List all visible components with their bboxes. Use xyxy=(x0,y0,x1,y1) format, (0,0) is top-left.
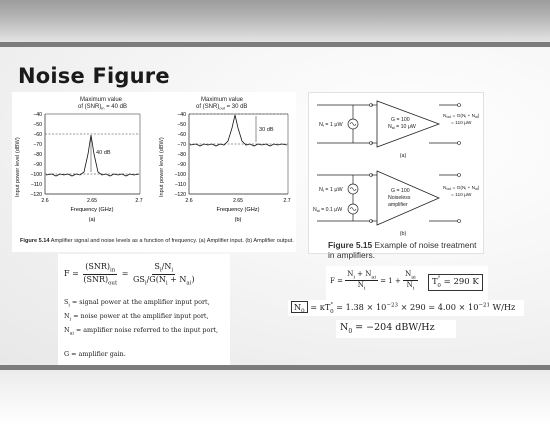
noise-ratio-num: Ni + Nai xyxy=(345,270,378,281)
figure-5-14-caption: Figure 5.14 Amplifier signal and noise l… xyxy=(20,238,310,245)
formula-equals: = 1 + xyxy=(380,277,401,285)
terminal-icon xyxy=(458,142,461,145)
panel-b-ytick: −120 xyxy=(174,192,186,198)
def-amplifier-noise: Nai = amplifier noise referred to the in… xyxy=(64,326,218,336)
snr-out: (SNR)out xyxy=(81,275,119,287)
diagram-a-sublabel: (a) xyxy=(400,153,407,159)
diagram-b: Ni = 1 μW Nai = 0.1 μW G = 100 Noiseless… xyxy=(313,171,480,237)
panel-b-ytick: −110 xyxy=(175,182,186,188)
panel-a-xtick: 2.7 xyxy=(135,198,142,204)
panel-a-sublabel: (a) xyxy=(89,217,96,223)
panel-a-header-line1: Maximum value xyxy=(80,97,123,103)
panel-a-xtick: 2.65 xyxy=(87,198,97,204)
terminal-icon xyxy=(458,174,461,177)
panel-b-ytick: −80 xyxy=(177,152,186,158)
noise-ratio: Ni + Nai Ni xyxy=(345,270,378,292)
reference-temperature: T°0 = 290 K xyxy=(428,274,483,291)
figure-5-15-diagram: Ni = 1 μW G = 100 Nai = 10 μW Nout = G(N… xyxy=(309,93,485,239)
panel-b-ytick: −100 xyxy=(174,172,186,178)
panel-a-signal-trace xyxy=(46,135,139,176)
amp-noise-ratio-num: Nai xyxy=(403,270,418,281)
def-noise-power: Ni = noise power at the amplifier input … xyxy=(64,312,209,322)
figure-5-14: Maximum value of (SNR)in = 40 dB Input p… xyxy=(12,92,296,252)
terminal-icon xyxy=(458,220,461,223)
panel-a-ytick: −70 xyxy=(33,142,42,148)
header-band xyxy=(0,0,550,42)
panel-b-annotation: 30 dB xyxy=(259,127,274,133)
noise-figure-definition: F = (SNR)in (SNR)out = Si/Ni GSi/G(Ni + … xyxy=(58,254,230,365)
power-ratio: Si/Ni GSi/G(Ni + Nai) xyxy=(131,262,197,286)
diagram-a-ni-label: Ni = 1 μW xyxy=(319,122,343,128)
panel-a-ytick: −50 xyxy=(33,122,42,128)
panel-a: Maximum value of (SNR)in = 40 dB Input p… xyxy=(15,97,143,223)
power-ratio-num: Si/Ni xyxy=(152,262,175,275)
noise-density-dbw: N0 = −204 dBW/Hz xyxy=(336,320,456,338)
panel-a-ytick: −60 xyxy=(33,132,42,138)
panel-a-xlabel: Frequency (GHz) xyxy=(71,207,114,213)
panel-b-sublabel: (b) xyxy=(235,217,242,223)
panel-a-xtick: 2.6 xyxy=(41,198,48,204)
noise-density-equation: N0 = κT°0 = 1.38 × 10−23 × 290 = 4.00 × … xyxy=(288,300,524,316)
panel-a-ylabel: Input power level (dBW) xyxy=(15,137,21,197)
diagram-a: Ni = 1 μW G = 100 Nai = 10 μW Nout = G(N… xyxy=(317,101,480,159)
diagram-a-nout-label: Nout = G(Ni + Nai) xyxy=(443,113,480,119)
formula-lhs: F = xyxy=(64,269,79,278)
panel-a-ytick: −120 xyxy=(30,192,42,198)
noise-figure-formula: F = (SNR)in (SNR)out = Si/Ni GSi/G(Ni + … xyxy=(64,262,197,286)
snr-in: (SNR)in xyxy=(83,262,117,275)
figure-5-15-caption: Figure 5.15 Example of noise treatment i… xyxy=(328,240,478,260)
panel-b-ytick: −70 xyxy=(177,142,186,148)
panel-a-ytick: −110 xyxy=(31,182,42,188)
panel-b-ytick: −60 xyxy=(177,132,186,138)
diagram-b-gain-label: G = 100 xyxy=(391,188,410,194)
diagram-b-nai-label: Nai = 0.1 μW xyxy=(313,207,342,213)
panel-a-ytick: −90 xyxy=(33,162,42,168)
snr-ratio: (SNR)in (SNR)out xyxy=(81,262,119,286)
panel-a-annotation: 40 dB xyxy=(96,150,111,156)
diagram-b-nout-label: Nout = G(Ni + Nai) xyxy=(443,185,480,191)
noise-ratio-den: Ni xyxy=(356,281,368,291)
figure-5-15-caption-label: Figure 5.15 xyxy=(328,240,372,250)
panel-a-ytick: −100 xyxy=(30,172,42,178)
amp-noise-ratio: Nai Ni xyxy=(403,270,418,292)
diagram-b-noiseless-label: Noiseless xyxy=(388,195,411,201)
panel-a-header-line2: of (SNR)in = 40 dB xyxy=(78,104,127,111)
diagram-a-nout-value: = 110 μW xyxy=(451,120,472,126)
diagram-b-sublabel: (b) xyxy=(400,231,407,237)
panel-b-header-line2: of (SNR)out = 30 dB xyxy=(196,104,247,111)
figure-5-15: Ni = 1 μW G = 100 Nai = 10 μW Nout = G(N… xyxy=(308,92,484,254)
formula-equals: = xyxy=(122,269,129,278)
panel-a-ytick: −40 xyxy=(33,112,42,118)
panel-b-ytick: −90 xyxy=(177,162,186,168)
def-signal-power: Si = signal power at the amplifier input… xyxy=(64,298,210,308)
formula-lhs: F = xyxy=(330,277,343,285)
figure-5-14-caption-text: Amplifier signal and noise levels as a f… xyxy=(51,238,294,244)
diagram-b-amplifier-label: amplifier xyxy=(388,202,408,208)
figure-5-14-graph: Maximum value of (SNR)in = 40 dB Input p… xyxy=(12,92,296,238)
panel-b-xtick: 2.7 xyxy=(283,198,290,204)
panel-b-xtick: 2.6 xyxy=(185,198,192,204)
terminal-icon xyxy=(458,104,461,107)
panel-b-xlabel: Frequency (GHz) xyxy=(217,207,260,213)
panel-b-ytick: −40 xyxy=(177,112,186,118)
panel-b-xtick: 2.65 xyxy=(233,198,243,204)
def-gain: G = amplifier gain. xyxy=(64,350,126,358)
panel-b: Maximum value of (SNR)out = 30 dB Input … xyxy=(159,97,291,223)
diagram-b-nout-value: = 110 μW xyxy=(451,192,472,198)
diagram-a-gain-label: G = 100 xyxy=(391,117,410,123)
power-ratio-den: GSi/G(Ni + Nai) xyxy=(131,275,197,287)
amp-noise-ratio-den: Ni xyxy=(405,281,417,291)
footer-band xyxy=(0,370,550,425)
n0-boxed: N0 xyxy=(291,301,308,313)
diagram-b-ni-label: Ni = 1 μW xyxy=(319,187,343,193)
panel-b-header-line1: Maximum value xyxy=(201,97,244,103)
noise-figure-example-formula: F = Ni + Nai Ni = 1 + Nai Ni xyxy=(330,270,418,292)
panel-b-ylabel: Input power level (dBW) xyxy=(159,137,165,197)
figure-5-14-caption-label: Figure 5.14 xyxy=(20,238,50,244)
panel-a-ytick: −80 xyxy=(33,152,42,158)
slide-title: Noise Figure xyxy=(18,64,170,88)
panel-b-ytick: −50 xyxy=(177,122,186,128)
